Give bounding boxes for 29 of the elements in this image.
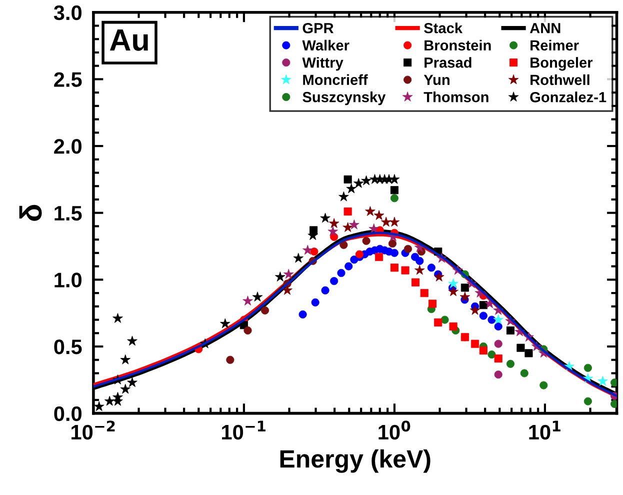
legend-label: Prasad [424, 57, 472, 68]
x-tick-label: 10$^{−2}$ [72, 420, 115, 440]
legend-label: Wittry [302, 57, 344, 71]
x-tick-label: 10$^{1}$ [529, 420, 560, 440]
x-tick-label: 10$^{0}$ [378, 420, 410, 440]
legend-label: Rothwell [530, 74, 590, 86]
y-tick-label: 0.0 [54, 406, 82, 422]
legend-label: ANN [530, 23, 560, 34]
y-tick-label: 3.0 [54, 5, 82, 20]
y-axis-title: δ [19, 204, 42, 221]
annotation: Au [110, 30, 148, 51]
legend-label: Suszcynsky [302, 92, 386, 106]
y-tick-label: 2.5 [54, 72, 82, 87]
legend-label: Yun [424, 74, 450, 86]
x-axis-title: Energy (keV) [280, 449, 430, 473]
legend-label: Reimer [530, 40, 579, 51]
legend-label: Bronstein [424, 40, 491, 51]
legend-label: Moncrieff [303, 74, 368, 86]
legend-label: Walker [302, 40, 350, 51]
y-tick-label: 1.0 [54, 272, 82, 288]
legend-label: Gonzalez-1 [530, 92, 606, 102]
legend-label: Thomson [424, 92, 488, 102]
y-tick-label: 1.5 [54, 206, 82, 221]
y-tick-label: 2.0 [54, 139, 82, 154]
y-tick-label: 0.5 [54, 340, 82, 354]
legend-label: GPR [302, 22, 334, 34]
x-tick-label: 10$^{−1}$ [222, 420, 266, 440]
legend-label: Stack [424, 22, 463, 34]
legend-label: Bongeler [530, 57, 593, 71]
